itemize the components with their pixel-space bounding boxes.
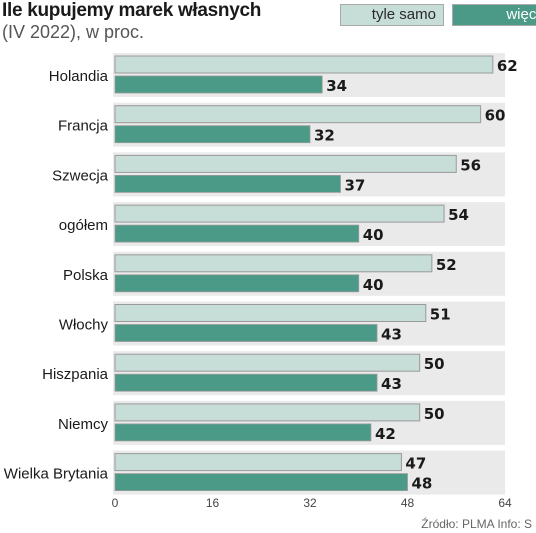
legend-swatch-wiecej — [452, 4, 536, 26]
bar-francja-tyle-samo — [114, 105, 482, 124]
legend-label-tyle-samo: tyle samo — [371, 6, 436, 23]
value-label-holandia-tyle-samo: 62 — [497, 57, 518, 75]
category-label-holandia: Holandia — [49, 68, 109, 85]
bar-wielka-brytania-tyle-samo — [114, 453, 402, 472]
bar-hiszpania-wiecej — [114, 373, 378, 392]
bar-szwecja-wiecej — [114, 174, 341, 193]
value-label-szwecja-wiecej: 37 — [344, 176, 365, 194]
bar-polska-wiecej — [114, 274, 360, 293]
value-label-francja-tyle-samo: 60 — [485, 107, 506, 125]
bar-polska-tyle-samo — [114, 254, 433, 273]
value-label-ogółem-tyle-samo: 54 — [448, 206, 469, 224]
source-note: Źródło: PLMA Info: S — [421, 517, 532, 531]
value-label-hiszpania-tyle-samo: 50 — [424, 355, 445, 373]
x-tick-label: 16 — [206, 496, 220, 510]
bar-włochy-tyle-samo — [114, 304, 427, 322]
category-label-niemcy: Niemcy — [58, 416, 109, 433]
bar-włochy-wiecej — [114, 324, 378, 342]
category-label-francja: Francja — [58, 118, 109, 135]
value-label-włochy-tyle-samo: 51 — [430, 306, 451, 324]
value-label-francja-wiecej: 32 — [314, 127, 335, 145]
bar-niemcy-tyle-samo — [114, 403, 421, 422]
chart-subtitle: (IV 2022), w proc. — [2, 22, 145, 42]
value-label-polska-wiecej: 40 — [363, 276, 384, 294]
bar-hiszpania-tyle-samo — [114, 353, 421, 372]
x-tick-label: 48 — [401, 496, 415, 510]
value-label-niemcy-tyle-samo: 50 — [424, 405, 445, 423]
legend-label-wiecej: więcej — [506, 6, 536, 23]
x-tick-label: 64 — [498, 496, 512, 510]
category-label-włochy: Włochy — [59, 317, 109, 334]
bar-ogółem-wiecej — [114, 224, 360, 243]
value-label-szwecja-tyle-samo: 56 — [460, 156, 481, 174]
x-tick-label: 32 — [303, 496, 317, 510]
bar-francja-wiecej — [114, 125, 311, 144]
value-label-niemcy-wiecej: 42 — [375, 425, 396, 443]
legend-swatch-tyle-samo — [340, 4, 444, 26]
x-tick-label: 0 — [112, 496, 119, 510]
category-label-szwecja: Szwecja — [52, 167, 109, 184]
category-label-polska: Polska — [63, 267, 109, 284]
bar-holandia-wiecej — [114, 75, 323, 94]
value-label-holandia-wiecej: 34 — [326, 77, 347, 95]
value-label-polska-tyle-samo: 52 — [436, 256, 457, 274]
category-label-hiszpania: Hiszpania — [42, 366, 109, 383]
bar-ogółem-tyle-samo — [114, 204, 445, 223]
value-label-wielka-brytania-tyle-samo: 47 — [405, 455, 426, 473]
bar-wielka-brytania-wiecej — [114, 473, 408, 492]
category-label-ogółem: ogółem — [59, 217, 108, 234]
bar-niemcy-wiecej — [114, 423, 372, 442]
value-label-włochy-wiecej: 43 — [381, 326, 402, 344]
category-label-wielka-brytania: Wielka Brytania — [4, 466, 109, 483]
bar-szwecja-tyle-samo — [114, 154, 457, 173]
bar-holandia-tyle-samo — [114, 55, 494, 74]
value-label-hiszpania-wiecej: 43 — [381, 375, 402, 393]
value-label-ogółem-wiecej: 40 — [363, 226, 384, 244]
chart-title: Ile kupujemy marek własnych — [2, 0, 262, 21]
value-label-wielka-brytania-wiecej: 48 — [412, 475, 433, 493]
